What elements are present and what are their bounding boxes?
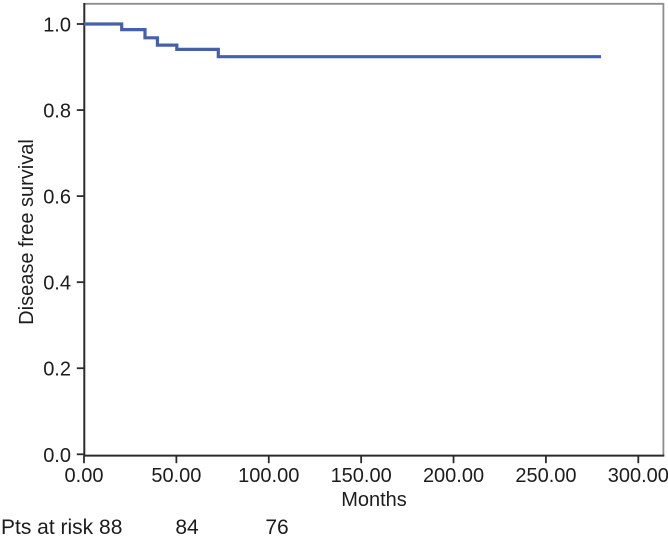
y-tick-label: 0.8 <box>43 101 71 123</box>
x-tick-label: 300.00 <box>608 465 668 487</box>
x-axis-title: Months <box>341 489 407 511</box>
x-tick-label: 200.00 <box>423 465 484 487</box>
x-tick-label: 50.00 <box>151 465 201 487</box>
x-tick-label: 0.00 <box>65 465 104 487</box>
y-tick-label: 0.2 <box>43 359 71 381</box>
y-tick-label: 1.0 <box>43 15 71 37</box>
survival-step-curve <box>84 22 601 59</box>
pts-at-risk-row: Pts at risk 88 84 76 <box>1 516 289 539</box>
x-tick-label: 100.00 <box>238 465 299 487</box>
y-tick-label: 0.0 <box>43 445 71 467</box>
x-tick-label: 250.00 <box>515 465 576 487</box>
pts-at-risk-count-3: 76 <box>265 516 288 539</box>
pts-at-risk-count-2: 84 <box>175 516 199 539</box>
pts-at-risk-label: Pts at risk 88 <box>1 516 122 539</box>
y-axis-title: Disease free survival <box>16 139 38 325</box>
plot-area <box>84 3 664 456</box>
x-axis-ticks: 0.00 50.00 100.00 150.00 200.00 250.00 300.00 <box>65 456 668 487</box>
y-tick-label: 0.4 <box>43 273 71 295</box>
x-tick-label: 150.00 <box>331 465 392 487</box>
y-axis-ticks: 0.0 0.2 0.4 0.6 0.8 1.0 <box>43 15 84 467</box>
y-tick-label: 0.6 <box>43 187 71 209</box>
